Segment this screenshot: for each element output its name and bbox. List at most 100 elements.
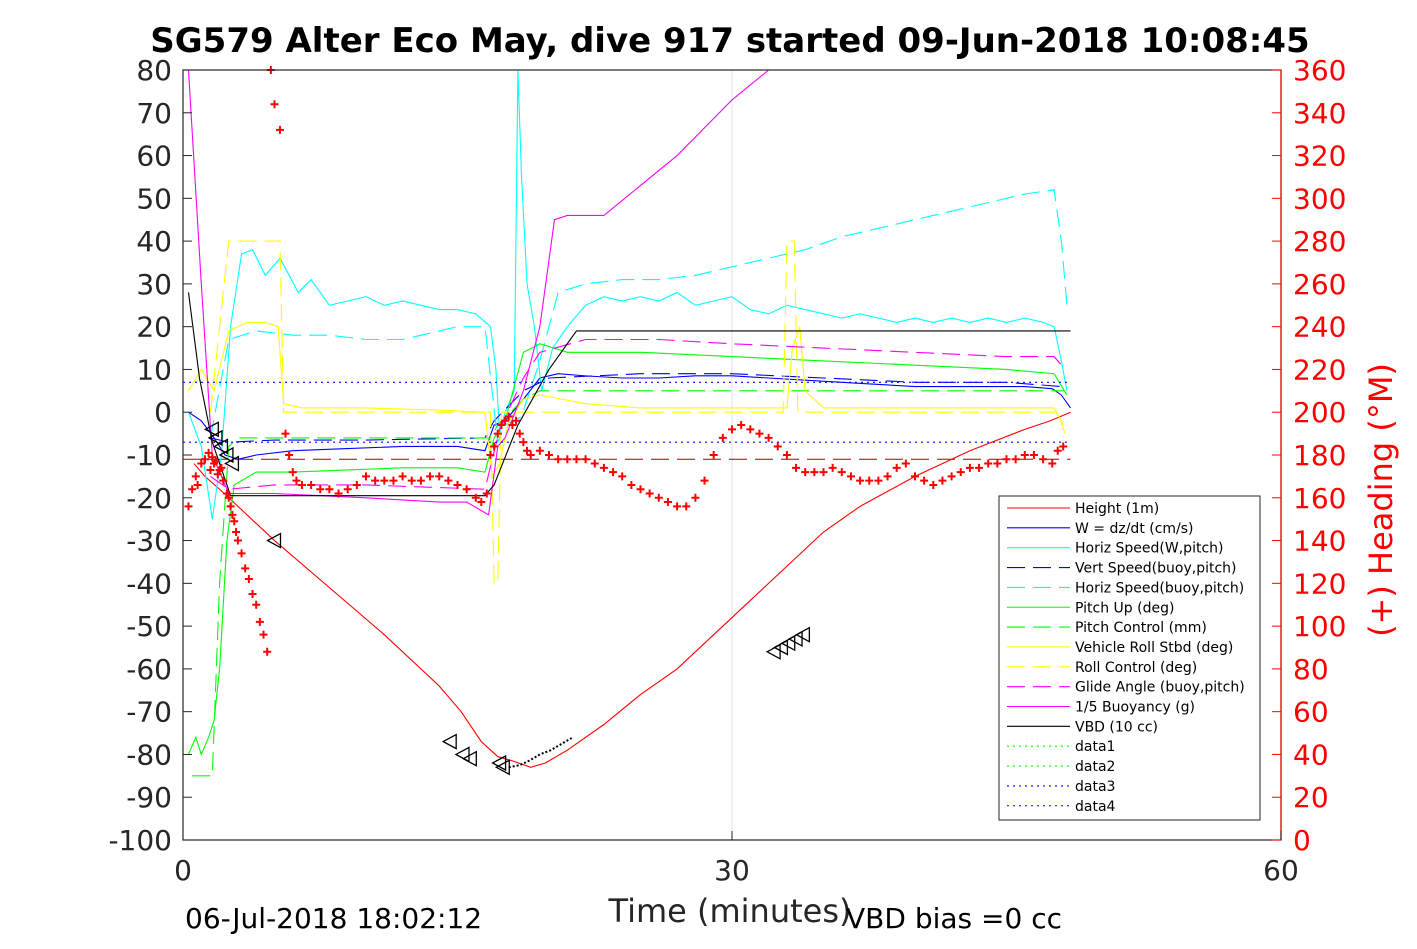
right-y-tick-label: 300 <box>1293 182 1346 215</box>
left-y-tick-label: -50 <box>126 610 172 643</box>
heading-mark <box>883 472 892 481</box>
heading-mark <box>206 465 215 474</box>
legend-box <box>998 495 1261 821</box>
heading-mark <box>993 459 1002 468</box>
heading-mark <box>691 493 700 502</box>
legend-label-7: Vehicle Roll Stbd (deg) <box>1075 640 1233 656</box>
left-y-tick-label: -90 <box>126 781 172 814</box>
heading-mark <box>901 459 910 468</box>
series-line-11 <box>187 292 1071 497</box>
heading-mark <box>590 459 599 468</box>
heading-mark <box>270 100 279 109</box>
heading-mark <box>297 480 306 489</box>
left-y-tick-label: 80 <box>136 54 172 87</box>
heading-mark <box>325 485 334 494</box>
footer-vbd-bias: VBD bias =0 cc <box>846 902 1062 935</box>
right-y-tick-label: 20 <box>1293 781 1329 814</box>
heading-mark <box>407 476 416 485</box>
heading-mark <box>462 485 471 494</box>
heading-mark <box>1059 442 1068 451</box>
heading-mark <box>219 476 228 485</box>
heading-mark <box>1048 459 1057 468</box>
heading-mark <box>208 453 217 462</box>
left-y-tick-label: 70 <box>136 97 172 130</box>
heading-mark <box>526 451 535 459</box>
heading-mark <box>782 451 791 459</box>
heading-mark <box>292 476 301 485</box>
triangle-marker <box>266 532 282 549</box>
series-line-0 <box>193 411 1071 768</box>
heading-mark <box>828 463 837 472</box>
heading-mark <box>493 429 502 438</box>
heading-mark <box>444 476 453 485</box>
series-line-9 <box>210 338 1066 490</box>
triangle-marker <box>780 635 796 652</box>
heading-mark <box>398 472 407 481</box>
heading-mark <box>226 502 235 511</box>
heading-mark <box>281 429 290 438</box>
legend-label-15: data4 <box>1075 799 1116 815</box>
heading-mark <box>810 468 819 477</box>
heading-mark <box>755 429 764 438</box>
heading-mark <box>938 476 947 485</box>
heading-mark <box>191 472 200 481</box>
heading-mark <box>947 472 956 481</box>
heading-series <box>184 66 1068 656</box>
heading-mark <box>965 463 974 472</box>
legend-label-13: data2 <box>1075 759 1115 775</box>
heading-mark <box>599 463 608 472</box>
legend-label-11: VBD (10 cc) <box>1075 719 1158 735</box>
heading-mark <box>380 476 389 485</box>
heading-mark <box>682 502 691 511</box>
right-y-tick-label: 100 <box>1293 610 1346 643</box>
heading-mark <box>545 451 553 459</box>
heading-mark <box>244 575 253 584</box>
heading-mark <box>197 459 206 468</box>
triangle-marker <box>787 630 803 648</box>
heading-mark <box>929 480 938 489</box>
heading-mark <box>275 125 284 134</box>
legend-label-10: 1/5 Buoyancy (g) <box>1075 700 1195 716</box>
legend-label-4: Horiz Speed(buoy,pitch) <box>1075 580 1244 596</box>
heading-mark <box>512 416 521 425</box>
heading-mark <box>663 498 672 507</box>
legend-label-8: Roll Control (deg) <box>1075 660 1197 676</box>
triangle-marker <box>794 626 811 643</box>
heading-mark <box>490 442 499 451</box>
heading-mark <box>1029 451 1038 459</box>
x-tick-label: 30 <box>714 854 750 887</box>
legend-label-2: Horiz Speed(W,pitch) <box>1075 541 1223 557</box>
heading-mark <box>837 468 846 477</box>
heading-mark <box>1002 455 1011 464</box>
heading-mark <box>288 468 297 477</box>
heading-mark <box>389 476 398 485</box>
heading-mark <box>237 549 246 558</box>
heading-mark <box>255 617 264 626</box>
heading-mark <box>801 468 810 477</box>
heading-mark <box>184 502 193 511</box>
triangle-marker <box>765 643 781 660</box>
heading-mark <box>213 470 222 479</box>
legend-label-3: Vert Speed(buoy,pitch) <box>1075 561 1237 577</box>
triangle-marker <box>454 746 470 763</box>
right-y-tick-label: 40 <box>1293 738 1329 771</box>
heading-mark <box>975 463 984 472</box>
heading-mark <box>920 476 929 485</box>
heading-mark <box>1053 446 1062 455</box>
heading-mark <box>285 451 294 459</box>
series-line-4 <box>209 189 1068 445</box>
right-y-tick-label: 80 <box>1293 653 1329 686</box>
triangle-marker <box>218 446 234 464</box>
heading-mark <box>486 451 495 459</box>
heading-mark <box>654 493 663 502</box>
heading-mark <box>222 489 231 498</box>
heading-mark <box>856 476 865 485</box>
triangle-marker <box>461 750 477 767</box>
left-y-tick-label: -100 <box>108 824 172 857</box>
series-line-8 <box>209 240 1066 584</box>
heading-mark <box>307 480 316 489</box>
heading-mark <box>252 600 261 609</box>
series-line-6 <box>192 390 1066 777</box>
left-y-tick-label: 50 <box>136 182 172 215</box>
left-y-tick-label: -60 <box>126 653 172 686</box>
